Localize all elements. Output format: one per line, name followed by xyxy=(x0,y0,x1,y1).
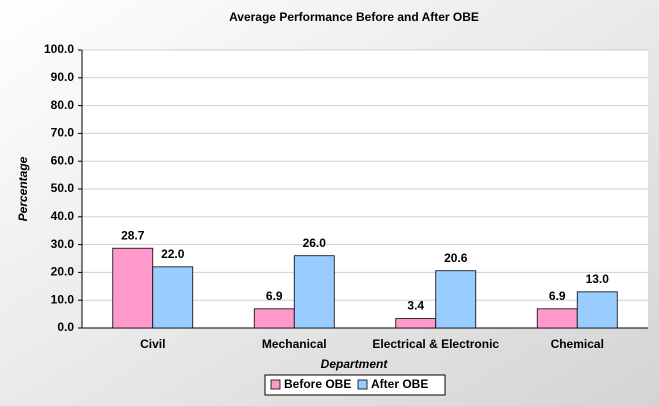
legend-swatch xyxy=(357,379,368,390)
y-tick-label: 0.0 xyxy=(57,320,74,334)
bar xyxy=(253,308,295,329)
y-tick-label: 40.0 xyxy=(51,209,75,223)
y-tick-label: 80.0 xyxy=(51,98,75,112)
legend-label: After OBE xyxy=(371,377,428,391)
bar xyxy=(576,291,618,329)
bar xyxy=(112,247,154,329)
y-tick-label: 10.0 xyxy=(51,292,75,306)
bar xyxy=(395,318,437,329)
value-label: 20.6 xyxy=(444,251,468,265)
x-axis-label: Department xyxy=(321,357,389,371)
y-tick-label: 20.0 xyxy=(51,265,75,279)
value-label: 6.9 xyxy=(549,289,566,303)
legend-label: Before OBE xyxy=(284,377,351,391)
x-tick-label: Electrical & Electronic xyxy=(372,337,499,351)
chart-title: Average Performance Before and After OBE xyxy=(229,10,479,24)
bar xyxy=(152,266,194,329)
bar xyxy=(435,270,477,329)
x-tick-label: Mechanical xyxy=(262,337,327,351)
value-label: 6.9 xyxy=(266,289,283,303)
bar xyxy=(536,308,578,329)
x-tick-label: Chemical xyxy=(551,337,604,351)
x-tick-label: Civil xyxy=(140,337,165,351)
value-label: 22.0 xyxy=(161,247,185,261)
legend-box xyxy=(264,374,446,396)
y-tick-label: 60.0 xyxy=(51,153,75,167)
y-tick-label: 70.0 xyxy=(51,126,75,140)
y-tick-label: 50.0 xyxy=(51,181,75,195)
value-label: 26.0 xyxy=(303,236,327,250)
value-label: 13.0 xyxy=(586,272,610,286)
value-label: 3.4 xyxy=(407,299,424,313)
y-tick-label: 100.0 xyxy=(44,42,74,56)
y-axis-label: Percentage xyxy=(16,156,30,221)
legend-swatch xyxy=(270,379,281,390)
bar xyxy=(293,255,335,329)
y-tick-label: 90.0 xyxy=(51,70,75,84)
y-tick-label: 30.0 xyxy=(51,237,75,251)
value-label: 28.7 xyxy=(121,228,145,242)
